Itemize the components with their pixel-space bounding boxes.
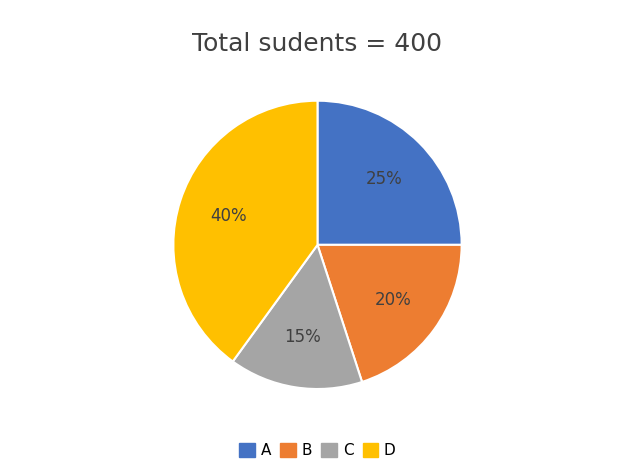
Text: 20%: 20% <box>375 291 411 309</box>
Text: 40%: 40% <box>210 207 247 225</box>
Text: 25%: 25% <box>365 170 402 188</box>
Wedge shape <box>173 101 318 361</box>
Wedge shape <box>318 245 462 382</box>
Wedge shape <box>233 245 362 389</box>
Text: 15%: 15% <box>284 328 321 346</box>
Wedge shape <box>318 101 462 245</box>
Title: Total sudents = 400: Total sudents = 400 <box>192 32 443 56</box>
Legend: A, B, C, D: A, B, C, D <box>233 437 402 462</box>
